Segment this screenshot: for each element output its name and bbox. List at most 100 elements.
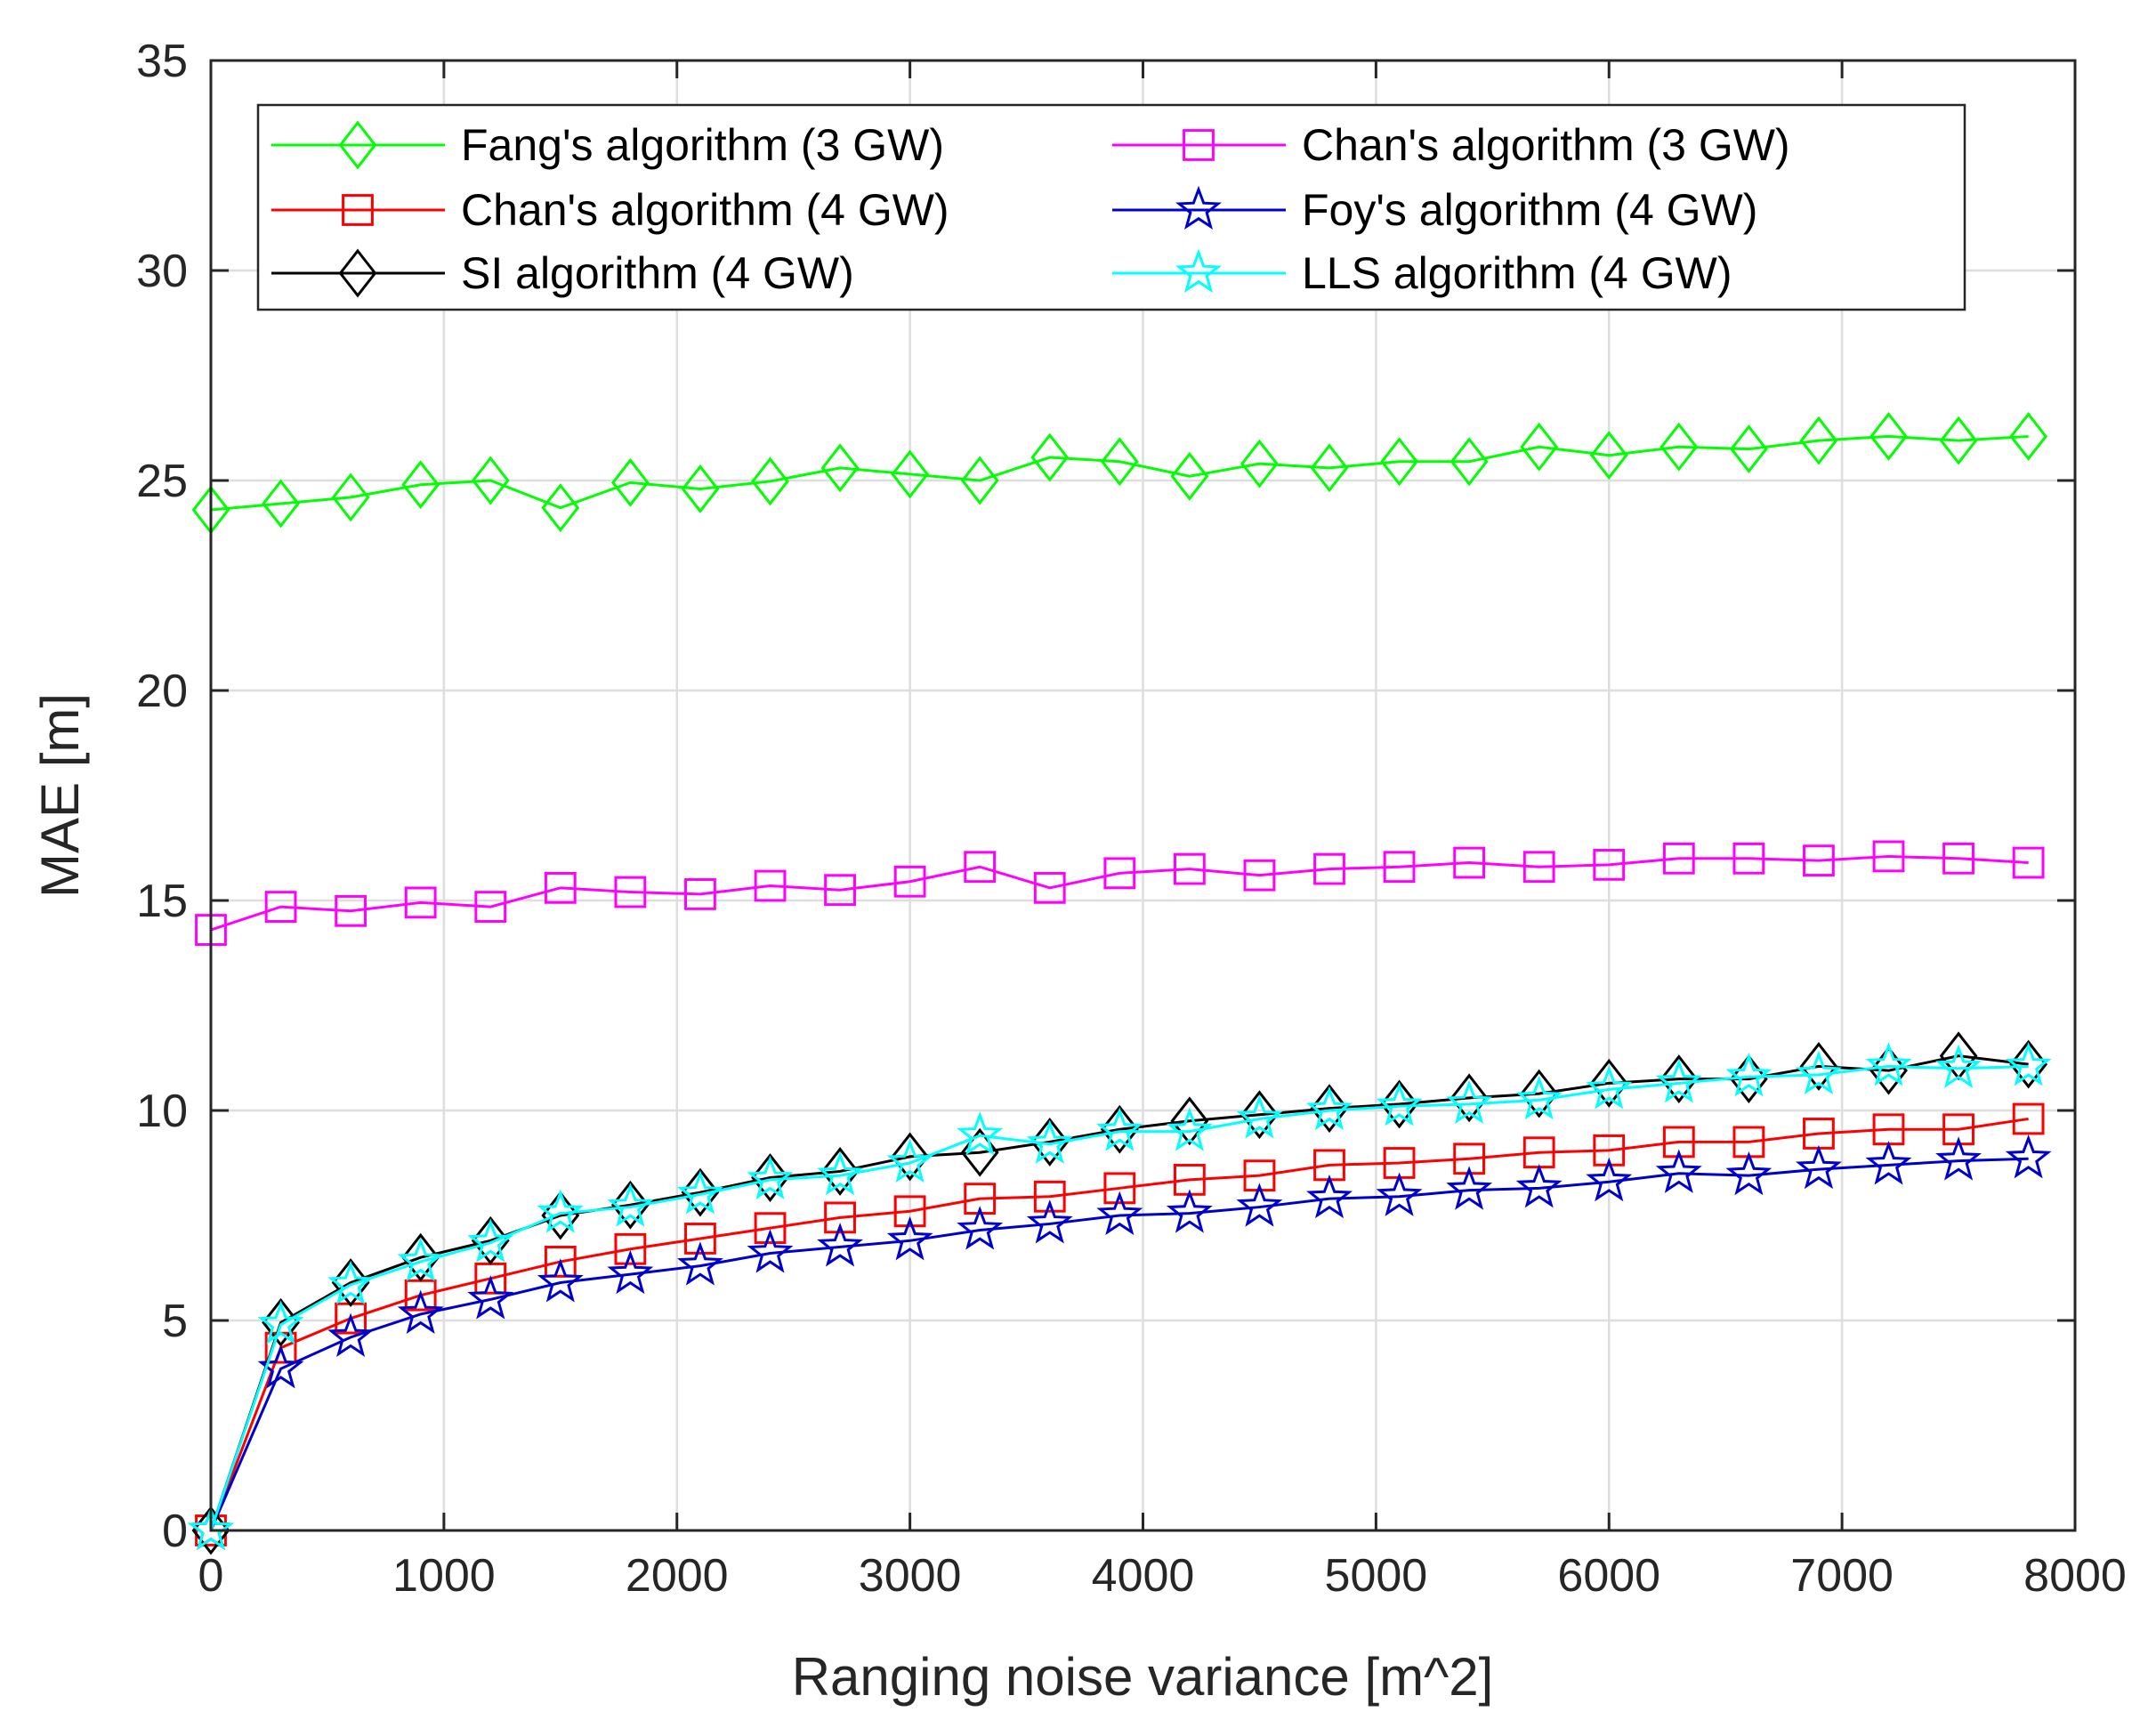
data-point [331, 1258, 370, 1307]
data-point [331, 472, 370, 522]
data-point [1030, 432, 1070, 482]
y-tick-label: 20 [136, 666, 188, 717]
data-point [1522, 851, 1555, 884]
data-point [1446, 1079, 1493, 1124]
data-point [1660, 1054, 1699, 1104]
data-point [1589, 1058, 1628, 1108]
data-point [1872, 840, 1905, 873]
data-point [2005, 1042, 2052, 1086]
data-point [1803, 844, 1835, 877]
data-point [327, 1312, 375, 1357]
data-point [1313, 852, 1345, 885]
legend-item: Chan's algorithm (4 GW) [271, 185, 949, 235]
data-point [893, 1195, 926, 1228]
series-line [209, 1117, 2029, 1531]
data-point [1865, 1141, 1912, 1185]
x-tick-label: 8000 [2023, 1550, 2127, 1602]
data-point [747, 1155, 794, 1199]
data-point [1376, 1081, 1423, 1126]
data-point [467, 1218, 514, 1263]
data-point [397, 1289, 444, 1334]
data-point [474, 891, 507, 923]
data-point [684, 878, 716, 910]
data-point [960, 456, 999, 505]
legend-marker [338, 248, 377, 298]
data-point [1380, 1079, 1418, 1129]
data-point [957, 1206, 1004, 1250]
legend-label: Foy's algorithm (4 GW) [1302, 185, 1757, 235]
legend-item: SI algorithm (4 GW) [271, 248, 854, 298]
data-point [1243, 859, 1276, 892]
data-point [817, 1223, 863, 1267]
axis-ticks: 0 1000 2000 3000 4000 5000 6000 7000 8000 0 5 10 15 2… [136, 36, 2127, 1602]
data-point [2009, 412, 2048, 461]
data-point [262, 1297, 300, 1347]
data-point [327, 1260, 375, 1304]
data-point [1655, 1149, 1702, 1193]
data-point [1586, 1157, 1633, 1202]
data-point [1100, 437, 1139, 487]
data-point [610, 457, 650, 507]
legend: Fang's algorithm (3 GW) Chan's algorithm … [256, 103, 1966, 311]
legend-label: SI algorithm (4 GW) [461, 248, 854, 298]
data-point [1515, 1164, 1563, 1208]
x-tick-label: 5000 [1325, 1550, 1428, 1602]
legend-marker [342, 194, 374, 226]
data-point [964, 851, 997, 884]
data-point [1026, 1119, 1073, 1164]
data-point [1589, 431, 1628, 480]
data-point [1939, 416, 1978, 465]
series-line [210, 854, 2029, 932]
data-point [1166, 1107, 1213, 1151]
data-point [1310, 1084, 1349, 1134]
x-axis-label: Ranging noise variance [m^2] [792, 1647, 1494, 1707]
y-tick-label: 30 [136, 246, 188, 297]
x-tick-label: 0 [198, 1550, 224, 1602]
legend-marker [1175, 185, 1222, 230]
data-point [886, 1138, 933, 1183]
data-point [891, 1132, 930, 1182]
series-line [210, 434, 2029, 512]
data-point [1033, 871, 1066, 904]
data-point [2009, 1039, 2048, 1089]
data-point [607, 1183, 654, 1227]
data-point [471, 1215, 510, 1265]
data-point [1515, 1075, 1563, 1120]
data-point [188, 1506, 234, 1551]
data-point [754, 869, 787, 902]
data-point [257, 1300, 304, 1344]
series-line [209, 1064, 2029, 1531]
data-point [1935, 1136, 1982, 1181]
data-point [401, 1232, 440, 1282]
data-point [1240, 439, 1279, 489]
legend-box [256, 103, 1966, 311]
data-point [614, 876, 647, 908]
data-point [2012, 1102, 2045, 1135]
data-point [610, 1180, 650, 1230]
data-point [1869, 412, 1908, 461]
data-point [1170, 451, 1209, 501]
data-point [681, 464, 720, 513]
data-point [335, 894, 367, 927]
data-point [1799, 1042, 1838, 1091]
legend-item: Chan's algorithm (3 GW) [1112, 120, 1790, 170]
x-tick-label: 4000 [1092, 1550, 1195, 1602]
data-point [681, 1167, 720, 1217]
legend-item: Fang's algorithm (3 GW) [271, 120, 944, 170]
data-point [684, 1223, 716, 1255]
data-point [1520, 1069, 1559, 1118]
data-point [1173, 852, 1206, 885]
series-6 [188, 1042, 2052, 1551]
legend-item: LLS algorithm (4 GW) [1112, 248, 1732, 298]
y-tick-label: 35 [136, 36, 188, 87]
data-point [1236, 1183, 1283, 1227]
data-point [1306, 1086, 1353, 1131]
data-point [401, 460, 440, 510]
data-point [537, 1189, 584, 1233]
series-2 [195, 840, 2045, 946]
data-point [960, 1127, 999, 1177]
y-tick-label: 15 [136, 876, 188, 927]
data-point [1306, 1174, 1353, 1219]
data-point [1586, 1065, 1633, 1110]
